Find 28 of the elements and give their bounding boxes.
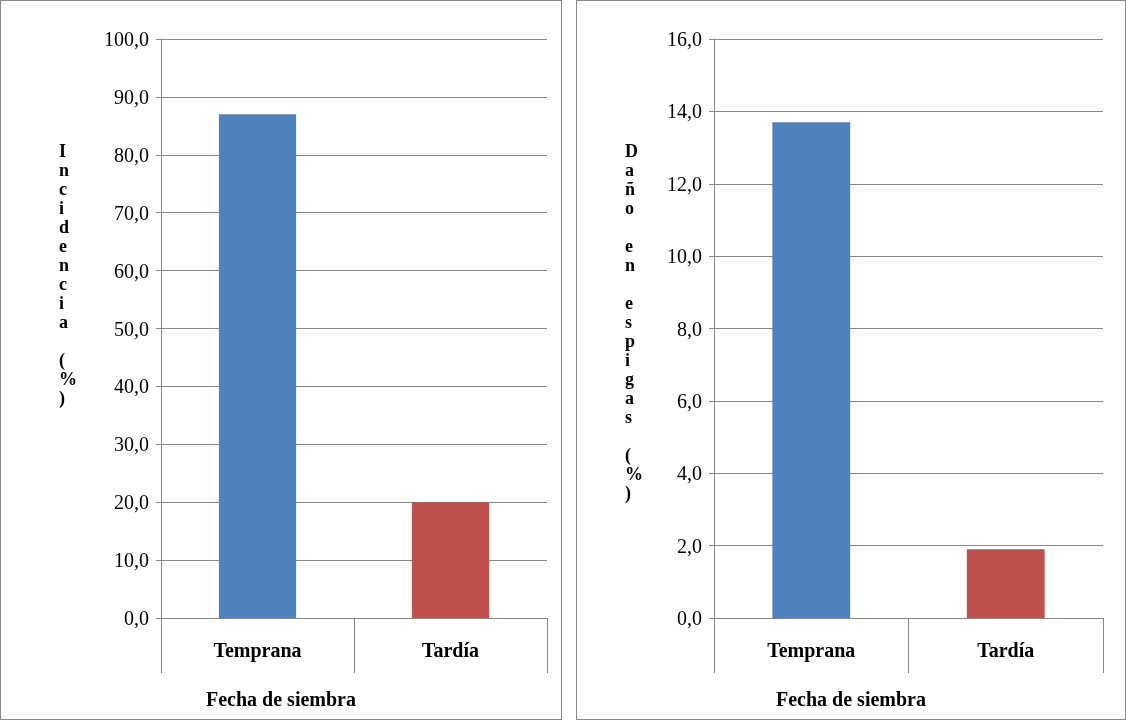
y-tick-label: 12,0 xyxy=(667,172,702,195)
y-tick-label: 2,0 xyxy=(677,534,702,557)
y-tick-label: 6,0 xyxy=(677,389,702,412)
y-tick-label: 100,0 xyxy=(104,28,149,50)
y-tick-label: 60,0 xyxy=(114,259,149,282)
x-tick-label: Temprana xyxy=(213,639,302,662)
y-tick-label: 0,0 xyxy=(677,607,702,629)
y-tick-label: 70,0 xyxy=(114,201,149,224)
y-tick-label: 8,0 xyxy=(677,317,702,340)
x-tick-label: Tardía xyxy=(421,639,480,661)
x-axis-title: Fecha de siembra xyxy=(206,688,356,710)
x-tick-label: Temprana xyxy=(767,639,856,662)
y-tick-label: 14,0 xyxy=(667,100,702,123)
y-tick-label: 30,0 xyxy=(114,433,149,456)
y-tick-label: 40,0 xyxy=(114,375,149,398)
text: Incidencia (%) xyxy=(59,140,77,408)
y-tick-label: 16,0 xyxy=(667,28,702,50)
y-tick-label: 80,0 xyxy=(114,143,149,166)
x-axis-title: Fecha de siembra xyxy=(776,688,926,710)
x-tick-label: Tardía xyxy=(977,639,1035,661)
y-tick-label: 10,0 xyxy=(667,245,702,268)
text: Daño en espigas (%) xyxy=(625,140,643,503)
y-tick-label: 0,0 xyxy=(124,607,149,629)
y-tick-label: 10,0 xyxy=(114,549,149,572)
y-tick-label: 20,0 xyxy=(114,491,149,514)
y-tick-label: 4,0 xyxy=(677,462,702,485)
y-tick-label: 50,0 xyxy=(114,317,149,340)
y-tick-label: 90,0 xyxy=(114,85,149,108)
